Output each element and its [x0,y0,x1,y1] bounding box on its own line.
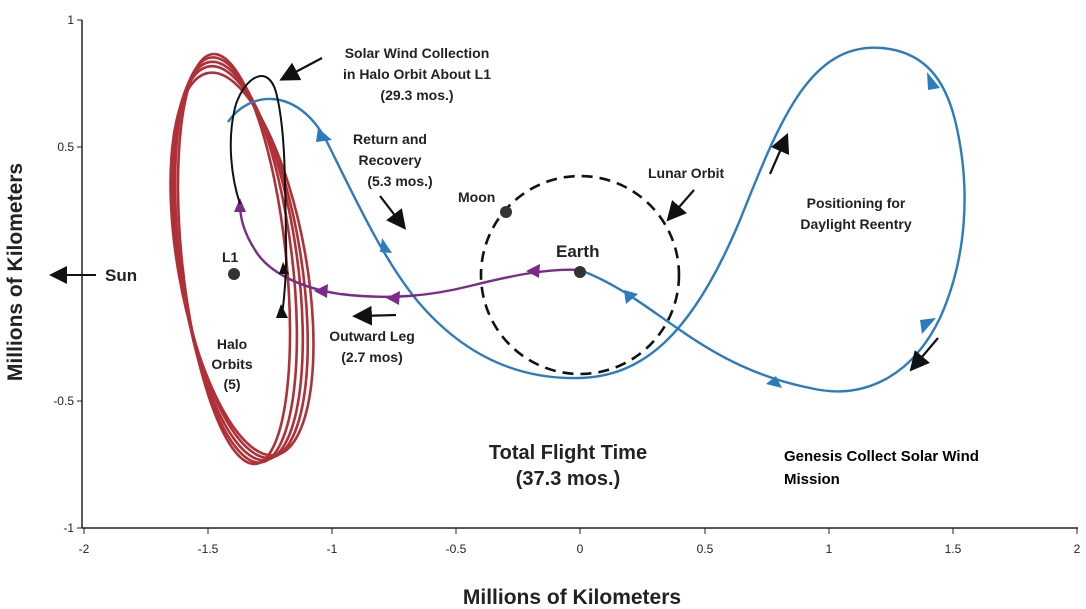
x-tick-label: 0.5 [697,542,714,556]
svg-text:Outward Leg: Outward Leg [329,328,415,344]
x-tick-label: 1.5 [945,542,962,556]
descent-pointer [909,337,939,372]
moon-point [500,206,512,218]
outward-pointer [352,305,397,326]
x-tick-label: 1 [826,542,833,556]
y-axis-title: Millions of Kilometers [4,163,27,381]
svg-text:Solar Wind Collection: Solar Wind Collection [345,45,490,61]
outward-label: Outward Leg (2.7 mos) [329,328,415,365]
svg-text:(5): (5) [223,376,240,392]
y-tick-label: 1 [67,13,74,27]
svg-text:Orbits: Orbits [211,356,252,372]
return-arrows [316,72,940,388]
positioning-pointer [768,132,790,175]
x-tick-label: -1 [327,542,338,556]
solar-wind-label: Solar Wind Collection in Halo Orbit Abou… [343,45,491,103]
l1-point [228,268,240,280]
svg-text:Halo: Halo [217,336,247,352]
insertion-arrow [279,262,289,274]
sun-label: Sun [105,266,137,285]
x-tick-label: 0 [577,542,584,556]
lunar-orbit-pointer [666,189,695,222]
svg-text:(37.3 mos.): (37.3 mos.) [516,468,620,490]
svg-text:(5.3 mos.): (5.3 mos.) [367,173,432,189]
return-label: Return and Recovery (5.3 mos.) [353,131,433,189]
svg-text:Total Flight Time: Total Flight Time [489,442,647,464]
halo-orbits-label: Halo Orbits (5) [211,336,252,392]
solar-wind-pointer [279,57,323,81]
svg-text:in Halo Orbit About L1: in Halo Orbit About L1 [343,66,491,82]
svg-text:Return and: Return and [353,131,427,147]
y-tick-label: 0.5 [57,140,74,154]
x-axis-title: Millions of Kilometers [463,586,681,609]
y-tick-label: -0.5 [53,394,74,408]
y-tick-label: -1 [63,521,74,535]
halo-orbits [169,52,315,466]
x-ticks: -2 -1.5 -1 -0.5 0 0.5 1 1.5 2 [79,528,1081,556]
x-tick-label: -1.5 [198,542,219,556]
earth-label: Earth [556,242,599,261]
y-ticks: 1 0.5 -0.5 -1 [53,13,82,535]
earth-point [574,266,586,278]
return-pointer [379,195,407,230]
mission-caption: Genesis Collect Solar Wind Mission [784,448,979,488]
lunar-orbit-label: Lunar Orbit [648,165,725,181]
svg-text:Genesis Collect Solar Wind: Genesis Collect Solar Wind [784,448,979,465]
svg-text:(29.3 mos.): (29.3 mos.) [380,87,453,103]
return-trajectory [227,46,966,393]
svg-text:Mission: Mission [784,471,840,488]
x-tick-label: 2 [1074,542,1081,556]
x-tick-label: -2 [79,542,90,556]
outward-arrows [234,198,540,305]
svg-text:Positioning for: Positioning for [807,195,906,211]
x-tick-label: -0.5 [446,542,467,556]
positioning-label: Positioning for Daylight Reentry [800,195,911,232]
svg-text:Recovery: Recovery [358,152,421,168]
outward-trajectory [238,203,581,299]
total-flight-time-label: Total Flight Time (37.3 mos.) [489,442,647,490]
insertion-arrow [276,304,288,318]
moon-label: Moon [458,189,495,205]
insertion-trajectory [229,75,288,317]
svg-text:Daylight Reentry: Daylight Reentry [800,216,911,232]
l1-label: L1 [222,249,239,265]
lunar-orbit-circle [479,174,681,376]
svg-text:(2.7 mos): (2.7 mos) [341,349,402,365]
